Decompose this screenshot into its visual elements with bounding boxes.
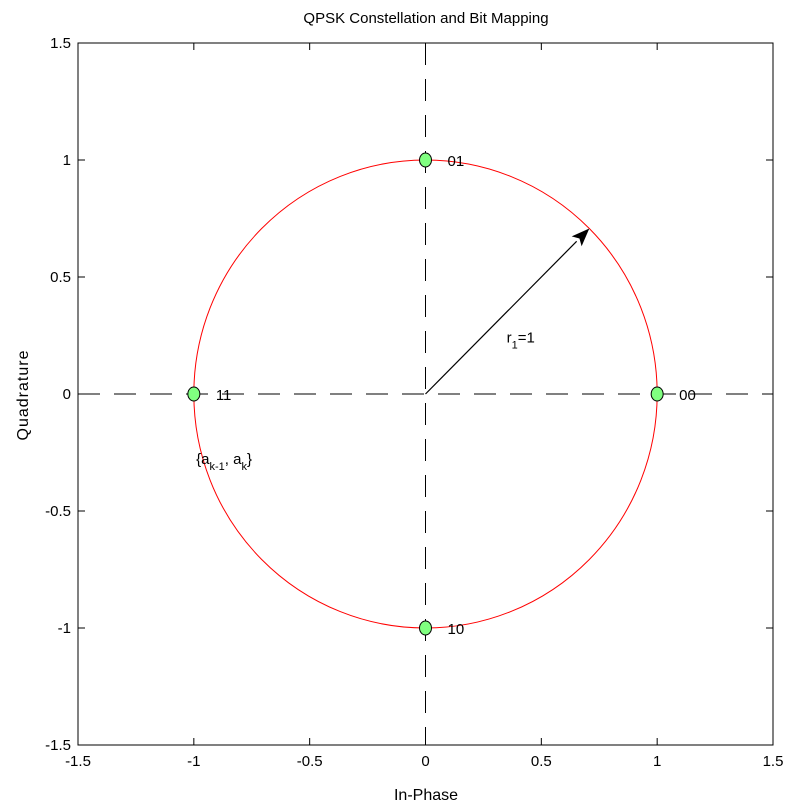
- radius-vector: [425, 228, 590, 395]
- x-tick-label: 0.5: [531, 753, 552, 770]
- y-tick-label: 0: [63, 386, 71, 403]
- x-tick-label: 1: [653, 753, 661, 770]
- point-bit-label: 01: [448, 153, 465, 170]
- y-tick-label: -0.5: [45, 503, 71, 520]
- y-tick-label: -1: [58, 620, 71, 637]
- chart-title: QPSK Constellation and Bit Mapping: [303, 10, 548, 27]
- radius-vector-head: [571, 228, 590, 247]
- point-bit-label: 10: [448, 621, 465, 638]
- y-tick-label: -1.5: [45, 737, 71, 754]
- y-tick-label: 1: [63, 152, 71, 169]
- bit-mapping-label: {ak-1, ak}: [196, 451, 252, 473]
- constellation-points: 00 01 11 10: [187, 152, 696, 638]
- y-ticks: -1.5 -1 -0.5 0 0.5 1 1.5: [45, 35, 773, 754]
- constellation-point: [419, 620, 432, 636]
- x-tick-label: -1: [187, 753, 200, 770]
- x-axis-label: In-Phase: [394, 787, 458, 804]
- x-ticks: -1.5 -1 -0.5 0 0.5 1 1.5: [65, 43, 783, 770]
- constellation-point: [419, 152, 432, 168]
- x-tick-label: 1.5: [763, 753, 784, 770]
- point-bit-label: 00: [679, 387, 696, 404]
- x-tick-label: 0: [421, 753, 429, 770]
- y-axis-label: Quadrature: [15, 350, 32, 441]
- y-tick-label: 1.5: [50, 35, 71, 52]
- x-tick-label: -1.5: [65, 753, 91, 770]
- radius-label: r1=1: [507, 330, 535, 352]
- radius-vector-shaft: [425, 240, 578, 395]
- y-tick-label: 0.5: [50, 269, 71, 286]
- constellation-point: [187, 386, 201, 402]
- x-tick-label: -0.5: [297, 753, 323, 770]
- constellation-point: [650, 386, 664, 402]
- point-bit-label: 11: [216, 387, 232, 404]
